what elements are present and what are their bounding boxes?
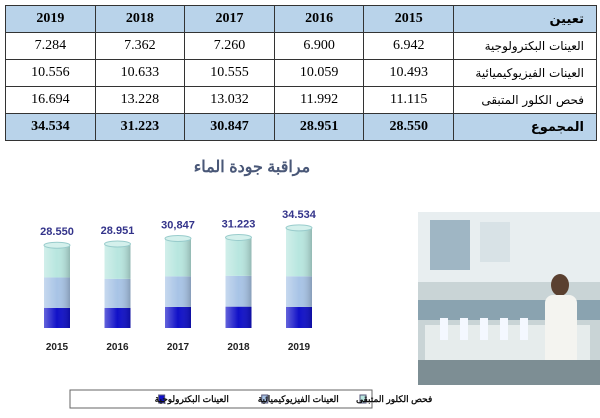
- cell: 6.942: [363, 32, 454, 60]
- cell: 28.951: [273, 113, 365, 141]
- cell: 2017: [184, 5, 275, 33]
- table-row: المجموع 28.550 28.951 30.847 31.223 34.534: [5, 113, 597, 141]
- cell: 10.633: [94, 59, 186, 87]
- cell: 2016: [273, 5, 365, 33]
- bar-shade: [44, 277, 70, 308]
- bar-shade: [225, 275, 252, 307]
- data-label: 28.550: [40, 226, 74, 238]
- bar-shade: [286, 276, 312, 307]
- bar-shade: [165, 238, 191, 277]
- cell: 30.847: [184, 113, 275, 141]
- cell: 31.223: [94, 113, 186, 141]
- cell: 16.694: [5, 86, 96, 114]
- table-row: تعيين 2015 2016 2017 2018 2019: [5, 5, 597, 33]
- table-row: العينات البكترولوجية 6.942 6.900 7.260 7.362…: [5, 32, 597, 60]
- row-label: المجموع: [453, 113, 597, 141]
- bar-cap: [43, 241, 71, 249]
- cell: 34.534: [5, 113, 96, 141]
- x-tick-label: 2016: [106, 342, 129, 353]
- bar-shade: [165, 306, 191, 328]
- x-tick-label: 2018: [227, 342, 250, 353]
- data-label: 34.534: [282, 209, 317, 221]
- row-label: العينات الفيزيوكيميائية: [453, 59, 597, 87]
- bar-shade: [44, 245, 70, 278]
- cell: 28.550: [363, 113, 454, 141]
- bar-shade: [165, 276, 191, 307]
- legend-label: فحص الكلور المتبقى: [356, 394, 432, 405]
- photo: [418, 212, 600, 385]
- cell: 6.900: [273, 32, 365, 60]
- data-label: 31.223: [222, 218, 256, 230]
- bar-shade: [286, 306, 312, 328]
- cell: 10.493: [363, 59, 454, 87]
- cell: 13.032: [184, 86, 275, 114]
- cell: 2018: [94, 5, 186, 33]
- legend-box: [69, 389, 373, 409]
- cell: 10.555: [184, 59, 275, 87]
- bar-cap: [225, 233, 252, 241]
- table-row: العينات الفيزيوكيميائية 10.493 10.059 10.55…: [5, 59, 597, 87]
- bar-shade: [225, 237, 252, 276]
- cell: 2019: [5, 5, 96, 33]
- data-table: تعيين 2015 2016 2017 2018 2019 العينات البكترو…: [5, 5, 597, 141]
- chart-title: مراقبة جودة الماء: [194, 159, 310, 177]
- chart: مراقبة جودة الماء 28.550 2015 28.951 2016 30…: [40, 159, 600, 409]
- bar-shade: [104, 278, 131, 308]
- legend-label: العينات البكترولوجية: [155, 394, 229, 405]
- cell: 7.362: [94, 32, 186, 60]
- row-label: فحص الكلور المتبقى: [453, 86, 597, 114]
- x-tick-label: 2019: [288, 342, 311, 353]
- bar-cap: [164, 235, 192, 243]
- legend-label: العينات الفيزيوكيميائية: [258, 394, 339, 405]
- bar-shade: [286, 227, 312, 277]
- bar-shade: [104, 244, 131, 279]
- data-label: 30,847: [161, 220, 195, 232]
- row-label: العينات البكترولوجية: [453, 32, 597, 60]
- legend-swatch: [158, 394, 166, 404]
- row-label: تعيين: [453, 5, 597, 33]
- cell: 10.059: [273, 59, 365, 87]
- x-tick-label: 2017: [167, 342, 190, 353]
- bar-cap: [285, 224, 313, 232]
- cell: 7.284: [5, 32, 96, 60]
- cell: 11.992: [273, 86, 365, 114]
- cell: 7.260: [184, 32, 275, 60]
- bar-shade: [44, 307, 70, 328]
- cell: 11.115: [363, 86, 454, 114]
- x-tick-label: 2015: [46, 342, 69, 353]
- legend-swatch: [359, 394, 367, 404]
- table-row: فحص الكلور المتبقى 11.115 11.992 13.032 13.2…: [5, 86, 597, 114]
- legend-swatch: [261, 394, 269, 404]
- cell: 2015: [363, 5, 454, 33]
- bar-shade: [104, 307, 131, 328]
- cell: 13.228: [94, 86, 186, 114]
- bar-cap: [104, 240, 131, 248]
- bar-shade: [225, 306, 252, 328]
- cell: 10.556: [5, 59, 96, 87]
- data-label: 28.951: [101, 225, 135, 237]
